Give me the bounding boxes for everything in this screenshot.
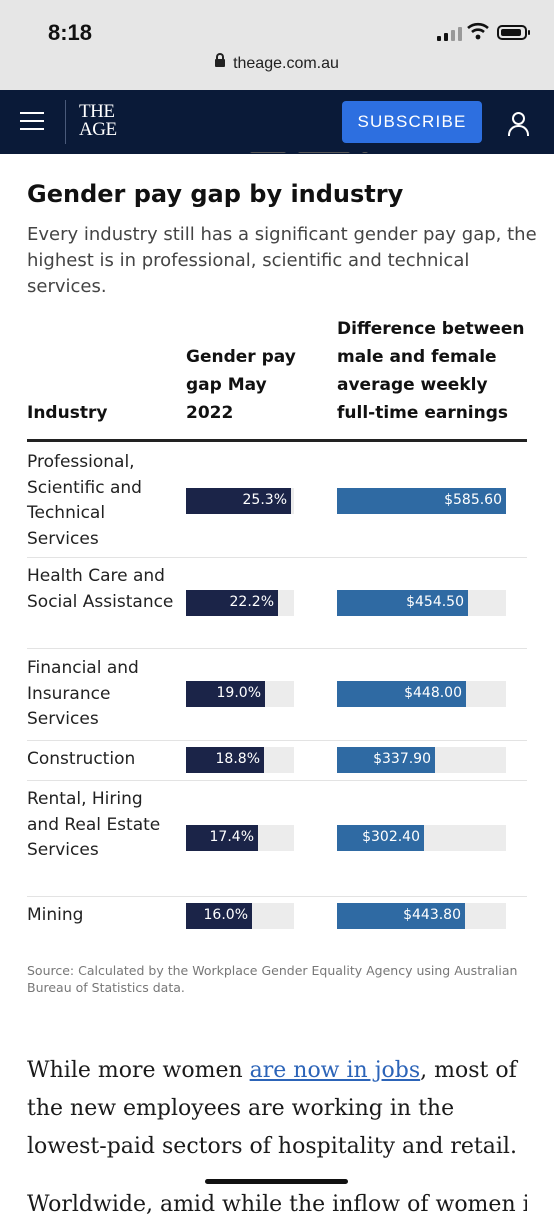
header-pay-gap: Gender pay gap May 2022 xyxy=(186,347,296,423)
url-text: theage.com.au xyxy=(233,55,339,72)
table-row: Mining 16.0% $443.80 xyxy=(27,896,527,936)
user-account-icon[interactable] xyxy=(507,112,529,136)
table-row: Financial and Insurance Services 19.0% $44… xyxy=(27,648,527,741)
pay-gap-bar: 19.0% xyxy=(186,681,265,707)
lock-icon xyxy=(215,53,226,67)
pay-gap-value: 19.0% xyxy=(216,685,261,701)
subscribe-button[interactable]: SUBSCRIBE xyxy=(342,101,482,143)
chart-title: Gender pay gap by industry xyxy=(27,180,404,208)
paragraph-text-start: While more women xyxy=(27,1058,250,1083)
pay-gap-bar: 17.4% xyxy=(186,825,258,851)
source-note: Source: Calculated by the Workplace Gend… xyxy=(27,963,518,995)
pay-gap-value: 25.3% xyxy=(242,492,287,508)
table-row: Professional, Scientific and Technical S… xyxy=(27,444,527,558)
next-paragraph-partial: Worldwide, amid while the inflow of wome… xyxy=(27,1192,527,1217)
industry-name: Rental, Hiring and Real Estate Services xyxy=(27,789,161,860)
url-bar[interactable]: theage.com.au xyxy=(0,53,554,73)
earnings-bar-track: $454.50 xyxy=(337,590,506,616)
pay-gap-bar-track: 19.0% xyxy=(186,681,294,707)
header-industry: Industry xyxy=(27,403,108,423)
chart-subtitle: Every industry still has a significant g… xyxy=(27,224,537,297)
menu-icon[interactable] xyxy=(20,110,44,132)
earnings-value: $443.80 xyxy=(403,907,461,923)
industry-name: Professional, Scientific and Technical S… xyxy=(27,452,142,549)
earnings-bar-track: $302.40 xyxy=(337,825,506,851)
table-row: Rental, Hiring and Real Estate Services 1… xyxy=(27,780,527,897)
earnings-bar: $443.80 xyxy=(337,903,465,929)
logo-line-2: AGE xyxy=(79,119,117,140)
earnings-value: $302.40 xyxy=(362,829,420,845)
pay-gap-bar: 25.3% xyxy=(186,488,291,514)
header-earnings: Difference between male and female avera… xyxy=(337,319,525,423)
pay-gap-value: 18.8% xyxy=(215,751,260,767)
table-row: Health Care and Social Assistance 22.2% $4… xyxy=(27,557,527,649)
earnings-bar: $302.40 xyxy=(337,825,424,851)
status-time: 8:18 xyxy=(48,20,93,45)
article-paragraph: While more women are now in jobs, most o… xyxy=(27,1052,527,1166)
pay-gap-bar: 16.0% xyxy=(186,903,252,929)
pay-gap-bar: 22.2% xyxy=(186,590,278,616)
header-rule xyxy=(27,439,527,442)
industry-name: Health Care and Social Assistance xyxy=(27,566,174,612)
industry-name: Financial and Insurance Services xyxy=(27,658,139,729)
earnings-value: $585.60 xyxy=(444,492,502,508)
paragraph-text-end: , most of the new employees are working … xyxy=(27,1058,517,1159)
table-row: Construction 18.8% $337.90 xyxy=(27,740,527,781)
earnings-bar: $448.00 xyxy=(337,681,466,707)
earnings-bar: $585.60 xyxy=(337,488,506,514)
pay-gap-value: 16.0% xyxy=(203,907,248,923)
earnings-bar-track: $448.00 xyxy=(337,681,506,707)
pay-gap-bar-track: 22.2% xyxy=(186,590,294,616)
earnings-bar-track: $443.80 xyxy=(337,903,506,929)
pay-gap-bar-track: 18.8% xyxy=(186,747,294,773)
status-bar: 8:18 theage.com.au xyxy=(0,0,554,90)
earnings-bar-track: $585.60 xyxy=(337,488,506,514)
logo-line-1: THE xyxy=(79,101,115,122)
pay-gap-value: 17.4% xyxy=(209,829,254,845)
earnings-bar: $454.50 xyxy=(337,590,468,616)
earnings-bar-track: $337.90 xyxy=(337,747,506,773)
battery-icon xyxy=(497,25,530,40)
previous-caption-remnant xyxy=(240,152,370,158)
pay-gap-bar-track: 16.0% xyxy=(186,903,294,929)
nav-divider xyxy=(65,100,66,144)
are-now-in-jobs-link[interactable]: are now in jobs xyxy=(249,1058,421,1083)
pay-gap-bar-track: 17.4% xyxy=(186,825,294,851)
wifi-icon xyxy=(467,22,489,40)
signal-icon xyxy=(437,27,462,41)
earnings-value: $448.00 xyxy=(404,685,462,701)
home-indicator[interactable] xyxy=(205,1179,348,1184)
earnings-bar: $337.90 xyxy=(337,747,435,773)
industry-name: Mining xyxy=(27,905,84,925)
earnings-value: $454.50 xyxy=(406,594,464,610)
site-logo[interactable]: THE AGE xyxy=(79,101,117,140)
earnings-value: $337.90 xyxy=(373,751,431,767)
pay-gap-value: 22.2% xyxy=(229,594,274,610)
pay-gap-bar-track: 25.3% xyxy=(186,488,294,514)
site-header: THE AGE SUBSCRIBE xyxy=(0,90,554,154)
industry-name: Construction xyxy=(27,749,136,769)
pay-gap-bar: 18.8% xyxy=(186,747,264,773)
